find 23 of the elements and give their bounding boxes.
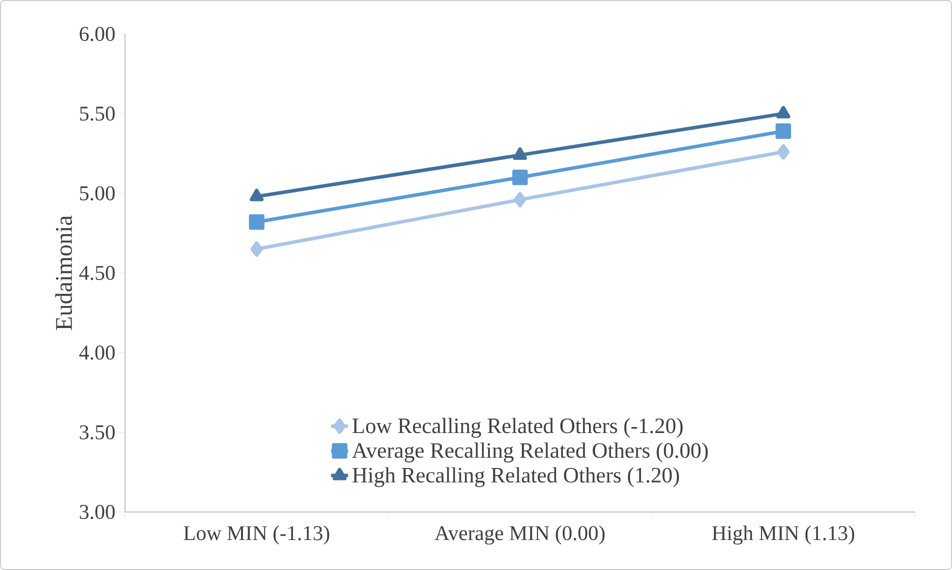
y-tick-label: 6.00: [80, 26, 115, 42]
point: [513, 147, 527, 160]
y-tick-label: 3.50: [80, 425, 115, 440]
point: [514, 192, 526, 208]
y-tick-label: 4.50: [79, 266, 115, 280]
y-tick-label: 3.00: [80, 504, 115, 520]
point: [776, 123, 792, 139]
point: [776, 106, 790, 118]
point: [512, 170, 528, 186]
y-axis-title: Eudaimonia: [55, 216, 72, 330]
legend-label: High Recalling Related Others (1.20): [352, 467, 679, 488]
y-tick-label: 5.00: [80, 186, 115, 200]
x-tick-label: High MIN (1.13): [712, 526, 854, 545]
x-tick-label: Average MIN (0.00): [434, 526, 605, 545]
legend-label: Low Recalling Related Others (-1.20): [352, 418, 683, 438]
point: [248, 214, 264, 230]
legend-label: Average Recalling Related Others (0.00): [352, 442, 708, 462]
point: [777, 144, 790, 160]
y-tick-label: 4.00: [79, 346, 115, 360]
x-tick-label: Low MIN (-1.13): [184, 526, 330, 544]
point: [250, 188, 264, 202]
point: [250, 241, 263, 257]
y-tick-label: 5.50: [80, 106, 115, 121]
